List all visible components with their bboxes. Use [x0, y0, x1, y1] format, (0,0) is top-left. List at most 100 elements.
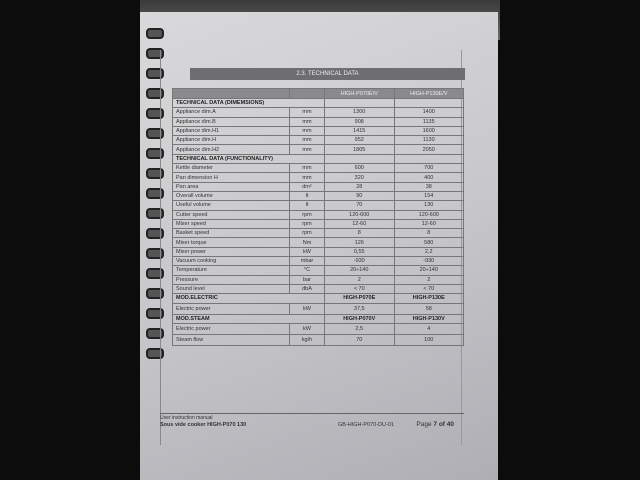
table-row: Pan area dm² 28 38 — [172, 181, 464, 192]
value-p070: 0,55 — [324, 246, 395, 258]
table-row: Appliance dim.H2 mm 1805 2050 — [172, 144, 464, 155]
row-label: Mixer torque — [172, 237, 290, 248]
value-p130: 38 — [393, 181, 464, 192]
row-label: Appliance dim.H — [172, 135, 290, 146]
table-cell — [324, 153, 395, 165]
spiral-ring — [146, 208, 164, 219]
section-row: MOD.ELECTRIC HIGH-P070E HIGH-P130E — [172, 293, 464, 304]
row-label: Appliance dim.A — [172, 107, 290, 118]
table-cell — [324, 97, 395, 109]
row-label: Vacuum cooking — [172, 256, 290, 267]
section-row: MOD.STEAM HIGH-P070V HIGH-P130V — [172, 313, 464, 324]
model-name: HIGH-P130V — [393, 313, 464, 324]
value-p070: 70 — [324, 200, 395, 211]
value-p130: 2,2 — [393, 246, 464, 258]
row-unit: dbA — [289, 283, 325, 295]
value-p070: 28 — [324, 181, 395, 192]
section-heading: TECHNICAL DATA (FUNCTIONALITY) — [172, 153, 325, 165]
row-label: Appliance dim.B — [172, 116, 290, 127]
row-unit: kW — [289, 302, 325, 315]
page-number: Page 7 of 40 — [416, 421, 454, 428]
value-p130: 1600 — [393, 125, 464, 137]
row-label: Mixer speed — [172, 218, 290, 230]
value-p070: 70 — [324, 333, 395, 346]
row-unit: bar — [289, 274, 325, 285]
model-name: HIGH-P130E — [393, 293, 464, 304]
value-p070: 1415 — [324, 125, 395, 137]
value-p070: 12-60 — [324, 218, 395, 230]
footer-manual: User instruction manual — [160, 415, 213, 421]
spiral-ring — [146, 328, 164, 339]
value-p070: 2 — [324, 274, 395, 285]
spiral-ring — [146, 68, 164, 79]
table-row: Electric power kW 37,5 58 — [172, 302, 464, 315]
column-header: HIGH-P070E/V — [324, 88, 395, 99]
value-p070: 90 — [324, 190, 395, 202]
value-p070: 600 — [324, 163, 395, 174]
table-row: Vacuum cooking mbar -930 -930 — [172, 256, 464, 267]
value-p130: 2 — [393, 274, 464, 285]
table-row: Basket speed rpm 8 8 — [172, 228, 464, 239]
row-unit: dm² — [289, 181, 325, 192]
value-p130: 1400 — [393, 107, 464, 118]
table-row: Appliance dim.A mm 1300 1400 — [172, 107, 464, 118]
row-label: Mixer power — [172, 246, 290, 258]
value-p130: 4 — [393, 322, 464, 335]
row-unit: mbar — [289, 256, 325, 267]
row-label: Basket speed — [172, 228, 290, 239]
table-row: Appliance dim.H mm 952 1130 — [172, 135, 464, 146]
value-p070: 1805 — [324, 144, 395, 155]
table-cell — [172, 88, 290, 99]
table-row: Cutter speed rpm 120-600 120-600 — [172, 209, 464, 220]
table-row: Appliance dim.B mm 908 1135 — [172, 116, 464, 127]
value-p130: 1130 — [393, 135, 464, 146]
value-p130: < 70 — [393, 283, 464, 295]
value-p070: 120-600 — [324, 209, 395, 220]
row-unit: rpm — [289, 209, 325, 220]
row-unit: kW — [289, 246, 325, 258]
spiral-ring — [146, 88, 164, 99]
value-p070: < 70 — [324, 283, 395, 295]
value-p070: -930 — [324, 256, 395, 267]
row-label: Appliance dim.H1 — [172, 125, 290, 137]
table-row: Kettle diameter mm 600 700 — [172, 163, 464, 174]
spiral-ring — [146, 268, 164, 279]
spiral-ring — [146, 168, 164, 179]
row-unit: mm — [289, 135, 325, 146]
value-p130: 400 — [393, 172, 464, 183]
section-heading: TECHNICAL DATA (DIMEMSIONS) — [172, 97, 325, 109]
model-name: HIGH-P070E — [324, 293, 395, 304]
row-unit: mm — [289, 107, 325, 118]
spiral-ring — [146, 48, 164, 59]
table-row: Mixer torque Nm 126 580 — [172, 237, 464, 248]
table-row: Appliance dim.H1 mm 1415 1600 — [172, 125, 464, 137]
spiral-ring — [146, 108, 164, 119]
row-unit: mm — [289, 125, 325, 137]
value-p130: -930 — [393, 256, 464, 267]
table-row: Sound level dbA < 70 < 70 — [172, 283, 464, 295]
column-header: HIGH-P130E/V — [393, 88, 464, 99]
model-name: HIGH-P070V — [324, 313, 395, 324]
value-p130: 20÷140 — [393, 265, 464, 276]
value-p130: 2050 — [393, 144, 464, 155]
value-p070: 8 — [324, 228, 395, 239]
value-p130: 8 — [393, 228, 464, 239]
row-label: Overall volume — [172, 190, 290, 202]
section-row: TECHNICAL DATA (DIMEMSIONS) — [172, 97, 464, 109]
value-p130: 580 — [393, 237, 464, 248]
table-row: Useful volume lt 70 130 — [172, 200, 464, 211]
spiral-ring — [146, 188, 164, 199]
row-unit: lt — [289, 190, 325, 202]
table-cell — [393, 153, 464, 165]
row-label: Sound level — [172, 283, 290, 295]
value-p130: 700 — [393, 163, 464, 174]
table-row: Temperature °C 20÷140 20÷140 — [172, 265, 464, 276]
value-p130: 100 — [393, 333, 464, 346]
row-unit: mm — [289, 163, 325, 174]
row-unit: rpm — [289, 228, 325, 239]
spiral-ring — [146, 308, 164, 319]
spiral-ring — [146, 148, 164, 159]
row-unit: lt — [289, 200, 325, 211]
value-p130: 12-60 — [393, 218, 464, 230]
